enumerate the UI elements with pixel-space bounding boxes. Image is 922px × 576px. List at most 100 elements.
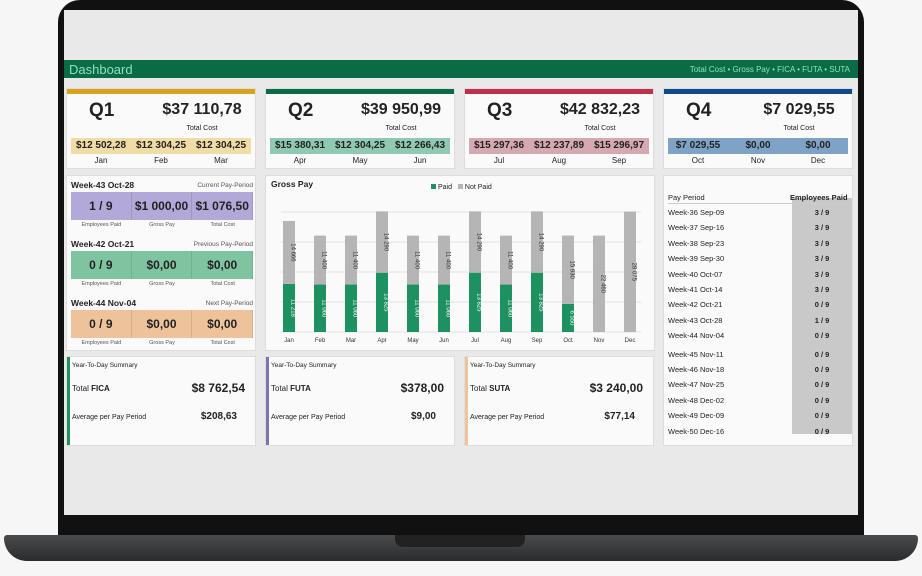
bar-label: 13 825 xyxy=(538,293,544,312)
summary-total-value: $378,00 xyxy=(400,381,444,395)
pay-period-cell: Week-49 Dec-09 xyxy=(668,411,725,421)
summary-card-fica: Year-To-Day Summary Total FICA $8 762,54… xyxy=(66,356,256,446)
x-tick-label: Dec xyxy=(625,338,636,344)
pay-period-value: $1 076,50 xyxy=(192,192,254,220)
month-cost: $15 297,36 xyxy=(473,140,525,151)
employees-paid-cell: 3 / 9 xyxy=(814,285,830,294)
employees-paid-cell: 0 / 9 xyxy=(814,365,830,374)
pay-period-week: Week-44 Nov-04 xyxy=(71,298,137,308)
pay-period-cell: Week-46 Nov-18 xyxy=(668,365,725,374)
summary-heading: Year-To-Day Summary xyxy=(271,362,337,369)
month-name: Apr xyxy=(293,156,307,165)
header-subtitle: Total Cost • Gross Pay • FICA • FUTA • S… xyxy=(689,65,850,74)
summary-total-value: $3 240,00 xyxy=(589,381,643,395)
quarter-total: $37 110,78 xyxy=(162,101,242,118)
bar-paid xyxy=(283,283,295,332)
bar-label: 13 825 xyxy=(476,293,482,312)
quarter-card-q2: Q2 $39 950,99 Total Cost $15 380,31 $12 3… xyxy=(265,88,455,169)
bar-label: 22 460 xyxy=(600,275,606,294)
bar-label: 13 825 xyxy=(383,293,389,312)
col-header-employees-paid: Employees Paid xyxy=(790,193,848,202)
bar-label: 11 060 xyxy=(321,299,327,318)
header-divider xyxy=(668,203,848,204)
employees-paid-cell: 3 / 9 xyxy=(814,223,830,233)
month-name: Jul xyxy=(493,156,505,165)
pay-period-table: Pay Period Employees Paid Week-36 Sep-09… xyxy=(663,175,853,446)
legend-not-paid-label: Not Paid xyxy=(464,184,492,191)
employees-paid-cell: 0 / 9 xyxy=(814,395,830,405)
table-row: Week-42 Oct-21 0 / 9 xyxy=(668,297,852,312)
month-names: Jul Aug Sep xyxy=(469,156,649,165)
summary-avg-label: Average per Pay Period xyxy=(271,414,346,421)
bar-paid xyxy=(345,284,357,332)
bar-not-paid xyxy=(500,235,512,285)
table-row: Week-44 Nov-04 0 / 9 xyxy=(668,328,852,343)
summary-avg-label: Average per Pay Period xyxy=(470,414,545,421)
quarter-total: $39 950,99 xyxy=(360,101,442,118)
month-cost: $7 029,55 xyxy=(675,140,721,151)
month-names: Jan Feb Mar xyxy=(71,156,251,165)
bar-not-paid xyxy=(345,235,357,285)
pay-period-values: 1 / 9 $1 000,00 $1 076,50 xyxy=(71,192,254,220)
month-name: Jun xyxy=(413,156,427,165)
bar-label: 11 060 xyxy=(414,299,420,318)
pay-period-cell: Week-48 Dec-02 xyxy=(668,395,725,405)
pay-period-label: Total Cost xyxy=(210,281,235,287)
table-row: Week-39 Sep-30 3 / 9 xyxy=(668,251,852,266)
quarter-name: Q3 xyxy=(487,100,513,121)
bar-paid xyxy=(407,284,419,332)
pay-period-value: $0,00 xyxy=(192,310,254,338)
month-name: May xyxy=(352,156,368,165)
laptop-notch xyxy=(395,535,525,547)
pay-period-block: Week-44 Nov-04 Next Pay-Period 0 / 9 $0,0… xyxy=(71,298,254,350)
bar-label: 11 060 xyxy=(445,299,451,318)
employees-paid-cell: 0 / 9 xyxy=(814,411,830,421)
pay-period-kind: Next Pay-Period xyxy=(205,300,253,307)
bar-not-paid xyxy=(283,220,295,284)
bar-label: 14 666 xyxy=(290,243,296,262)
x-tick-label: Jul xyxy=(471,338,479,344)
summary-avg-value: $9,00 xyxy=(410,411,436,422)
col-header-pay-period: Pay Period xyxy=(668,193,705,202)
x-tick-label: Aug xyxy=(501,338,512,344)
table-row: Week-38 Sep-23 3 / 9 xyxy=(668,236,852,251)
bar-label: 11 060 xyxy=(507,299,513,318)
pay-period-cell: Week-41 Oct-14 xyxy=(668,285,723,294)
pay-period-label: Gross Pay xyxy=(149,340,175,346)
month-name: Dec xyxy=(810,156,826,165)
summary-total-value: $8 762,54 xyxy=(191,381,245,395)
bar-not-paid xyxy=(531,211,543,273)
quarter-total-label: Total Cost xyxy=(186,125,218,132)
month-name: Mar xyxy=(214,156,228,165)
month-cost: $0,00 xyxy=(745,140,771,151)
pay-period-cell: Week-47 Nov-25 xyxy=(668,380,725,390)
employees-paid-cell: 0 / 9 xyxy=(814,380,830,390)
employees-paid-cell: 0 / 9 xyxy=(814,300,830,310)
pay-period-block: Week-43 Oct-28 Current Pay-Period 1 / 9 $… xyxy=(71,180,254,232)
bar-label: 11 400 xyxy=(352,251,358,270)
pay-period-value: $1 000,00 xyxy=(132,192,193,220)
month-cost: $12 502,28 xyxy=(75,140,127,151)
table-row: Week-46 Nov-18 0 / 9 xyxy=(668,362,852,377)
pay-period-panel: Week-43 Oct-28 Current Pay-Period 1 / 9 $… xyxy=(66,175,256,351)
chart-legend: Paid Not Paid xyxy=(431,184,492,191)
x-tick-label: Feb xyxy=(315,338,326,344)
quarter-color-strip xyxy=(664,89,852,94)
monthly-costs: $7 029,55 $0,00 $0,00 xyxy=(668,138,848,154)
bar-paid xyxy=(500,284,512,332)
pay-period-cell: Week-45 Nov-11 xyxy=(668,349,724,359)
bar-label: 6 550 xyxy=(569,310,575,326)
pay-period-cell: Week-44 Nov-04 xyxy=(668,331,725,341)
pay-period-value: 0 / 9 xyxy=(71,310,132,338)
quarter-name: Q4 xyxy=(686,100,712,121)
month-cost: $12 304,25 xyxy=(195,140,247,151)
pay-period-cell: Week-42 Oct-21 xyxy=(668,300,723,310)
monthly-costs: $15 380,31 $12 304,25 $12 266,43 xyxy=(270,138,450,154)
pay-period-label: Total Cost xyxy=(210,340,235,346)
pay-period-values: 0 / 9 $0,00 $0,00 xyxy=(71,251,254,279)
x-tick-label: Nov xyxy=(594,338,605,344)
pay-period-cell: Week-43 Oct-28 xyxy=(668,315,723,325)
summary-accent xyxy=(465,357,468,445)
x-tick-label: Mar xyxy=(346,338,356,344)
bar-not-paid xyxy=(624,211,636,332)
